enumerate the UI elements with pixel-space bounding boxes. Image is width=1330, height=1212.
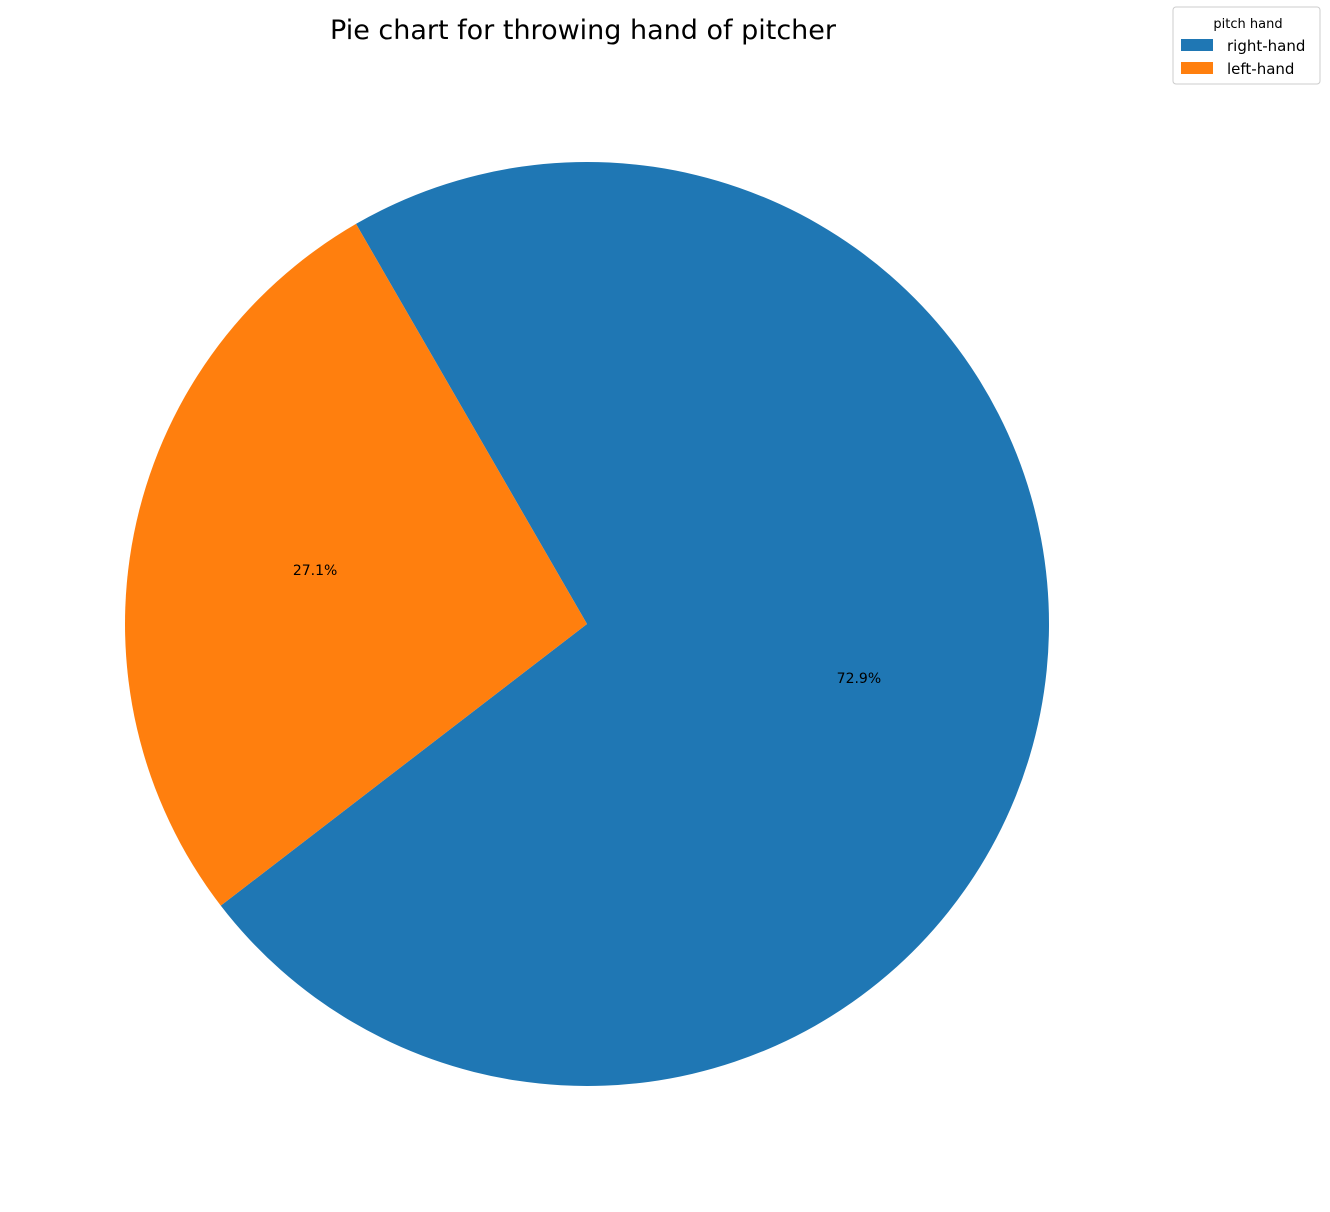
chart-title: Pie chart for throwing hand of pitcher	[330, 15, 837, 46]
legend: pitch hand right-hand left-hand	[1172, 6, 1321, 85]
pie-label-left-hand: 27.1%	[293, 563, 337, 579]
pie-slice-left-hand	[125, 223, 588, 906]
legend-label-left-hand: left-hand	[1227, 60, 1294, 78]
pie-slice-right-hand	[220, 162, 1050, 1087]
legend-label-right-hand: right-hand	[1227, 37, 1305, 55]
legend-swatch-right-hand	[1181, 39, 1213, 51]
legend-swatch-left-hand	[1181, 62, 1213, 74]
pie-labels: 72.9% 27.1%	[293, 563, 881, 687]
pie-slices	[125, 162, 1050, 1087]
legend-items: right-hand left-hand	[1181, 37, 1305, 78]
legend-title: pitch hand	[1213, 17, 1282, 32]
pie-label-right-hand: 72.9%	[837, 671, 881, 687]
